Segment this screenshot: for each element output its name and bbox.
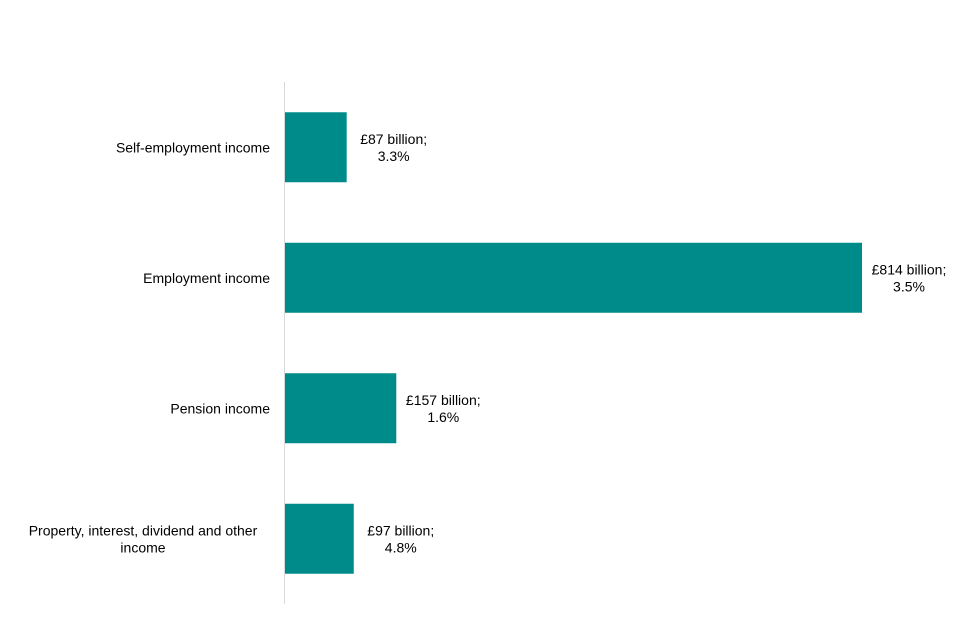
- bars-group: [285, 112, 862, 574]
- bar: [285, 503, 354, 574]
- data-label: £157 billion; 1.6%: [406, 392, 481, 425]
- data-label-line: 3.3%: [378, 148, 410, 164]
- category-label: Self-employment income: [116, 139, 270, 155]
- data-label-line: £87 billion;: [360, 131, 427, 147]
- data-label-line: £97 billion;: [367, 522, 434, 538]
- data-label-line: 1.6%: [427, 409, 459, 425]
- data-label: £97 billion; 4.8%: [367, 522, 434, 555]
- data-label: £87 billion; 3.3%: [360, 131, 427, 164]
- data-label: £814 billion; 3.5%: [872, 261, 947, 294]
- category-label: Employment income: [143, 270, 270, 286]
- category-labels-group: Self-employment income Employment income P…: [29, 139, 270, 555]
- data-label-line: £157 billion;: [406, 392, 481, 408]
- bar: [285, 373, 397, 444]
- data-label-line: £814 billion;: [872, 261, 947, 277]
- data-label-line: 4.8%: [385, 539, 417, 555]
- category-label-line: Property, interest, dividend and other: [29, 522, 258, 538]
- data-label-line: 3.5%: [893, 278, 925, 294]
- data-labels-group: £87 billion; 3.3% £814 billion; 3.5% £157 bi…: [360, 131, 946, 556]
- category-label: Property, interest, dividend and other in…: [29, 522, 258, 555]
- bar: [285, 112, 347, 183]
- category-label: Pension income: [170, 400, 270, 416]
- bar: [285, 242, 862, 313]
- category-label-line: income: [120, 539, 165, 555]
